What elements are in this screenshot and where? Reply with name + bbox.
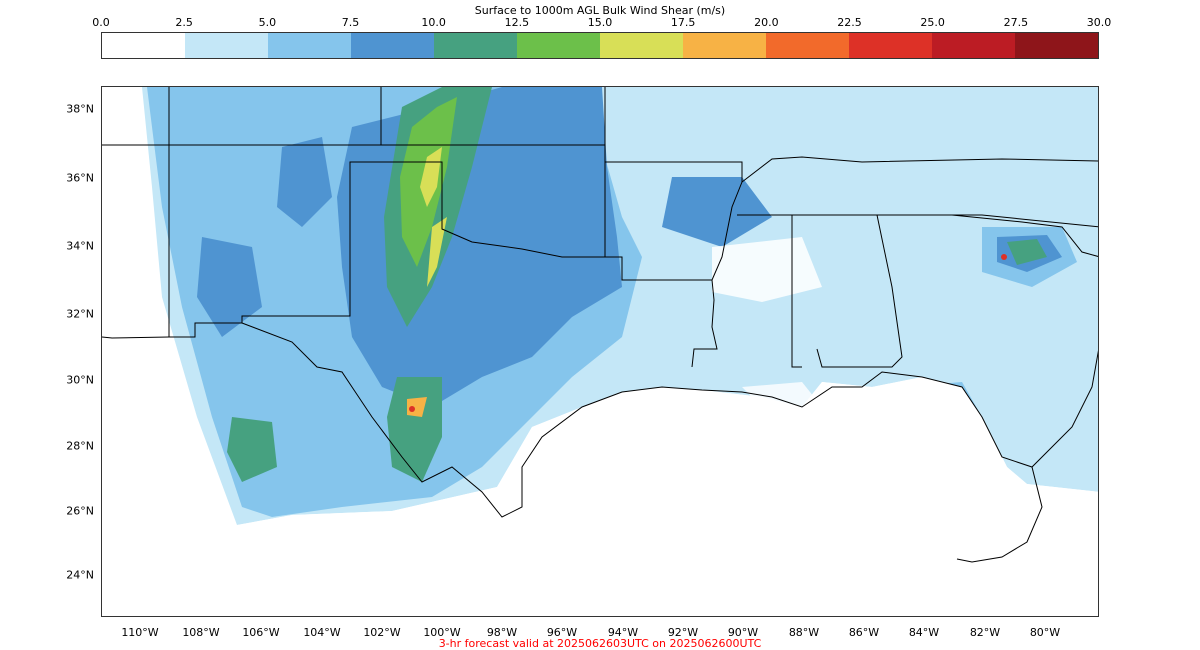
colorbar-tick: 0.0 — [92, 16, 110, 29]
lon-label: 94°W — [607, 626, 639, 639]
lon-label: 84°W — [908, 626, 940, 639]
lat-label: 38°N — [66, 102, 94, 116]
colorbar-tick: 20.0 — [754, 16, 779, 29]
lon-label: 98°W — [486, 626, 518, 639]
lon-label: 90°W — [727, 626, 759, 639]
lat-label: 28°N — [66, 439, 94, 453]
lat-label: 24°N — [66, 568, 94, 582]
lon-label: 80°W — [1029, 626, 1061, 639]
colorbar-tick: 5.0 — [258, 16, 277, 29]
colorbar-segment — [683, 33, 766, 58]
lon-label: 88°W — [788, 626, 820, 639]
colorbar-segment — [102, 33, 185, 58]
colorbar-tick: 22.5 — [837, 16, 862, 29]
colorbar-tick: 7.5 — [341, 16, 360, 29]
lat-label: 32°N — [66, 307, 94, 321]
colorbar-tick: 27.5 — [1003, 16, 1029, 29]
lat-label: 26°N — [66, 504, 94, 518]
lon-label: 96°W — [546, 626, 578, 639]
lon-label: 86°W — [848, 626, 880, 639]
chart-title: Surface to 1000m AGL Bulk Wind Shear (m/… — [474, 4, 726, 17]
colorbar-segment — [766, 33, 849, 58]
lon-label: 82°W — [969, 626, 1001, 639]
colorbar-tick: 15.0 — [587, 16, 613, 29]
colorbar-segment — [351, 33, 434, 58]
lon-label: 92°W — [667, 626, 699, 639]
wind-shear-map — [102, 87, 1098, 616]
colorbar-tick: 25.0 — [920, 16, 945, 29]
colorbar-tick: 17.5 — [670, 16, 696, 29]
colorbar-segment — [434, 33, 517, 58]
colorbar-segment — [600, 33, 683, 58]
colorbar-segment — [268, 33, 351, 58]
colorbar — [101, 32, 1099, 59]
lon-label: 110°W — [121, 626, 159, 639]
colorbar-segment — [185, 33, 268, 58]
colorbar-segment — [849, 33, 932, 58]
lat-label: 36°N — [66, 171, 94, 185]
colorbar-segment — [1015, 33, 1098, 58]
lon-label: 102°W — [363, 626, 401, 639]
lat-label: 30°N — [66, 373, 94, 387]
lat-label: 34°N — [66, 239, 94, 253]
colorbar-tick: 2.5 — [175, 16, 193, 29]
gulf-area — [102, 377, 1098, 616]
lon-label: 106°W — [242, 626, 280, 639]
forecast-valid-caption: 3-hr forecast valid at 2025062603UTC on … — [438, 637, 762, 650]
colorbar-segment — [932, 33, 1015, 58]
colorbar-tick: 10.0 — [421, 16, 446, 29]
lon-label: 104°W — [303, 626, 341, 639]
colorbar-tick: 30.0 — [1086, 16, 1112, 29]
map-panel — [101, 86, 1099, 617]
colorbar-tick: 12.5 — [504, 16, 530, 29]
boundary-lines — [102, 87, 1098, 563]
lon-label: 108°W — [182, 626, 220, 639]
colorbar-tick-labels: 0.0 2.5 5.0 7.5 10.0 12.5 15.0 17.5 20.0… — [92, 16, 1111, 30]
colorbar-segment — [517, 33, 600, 58]
lon-label: 100°W — [423, 626, 461, 639]
